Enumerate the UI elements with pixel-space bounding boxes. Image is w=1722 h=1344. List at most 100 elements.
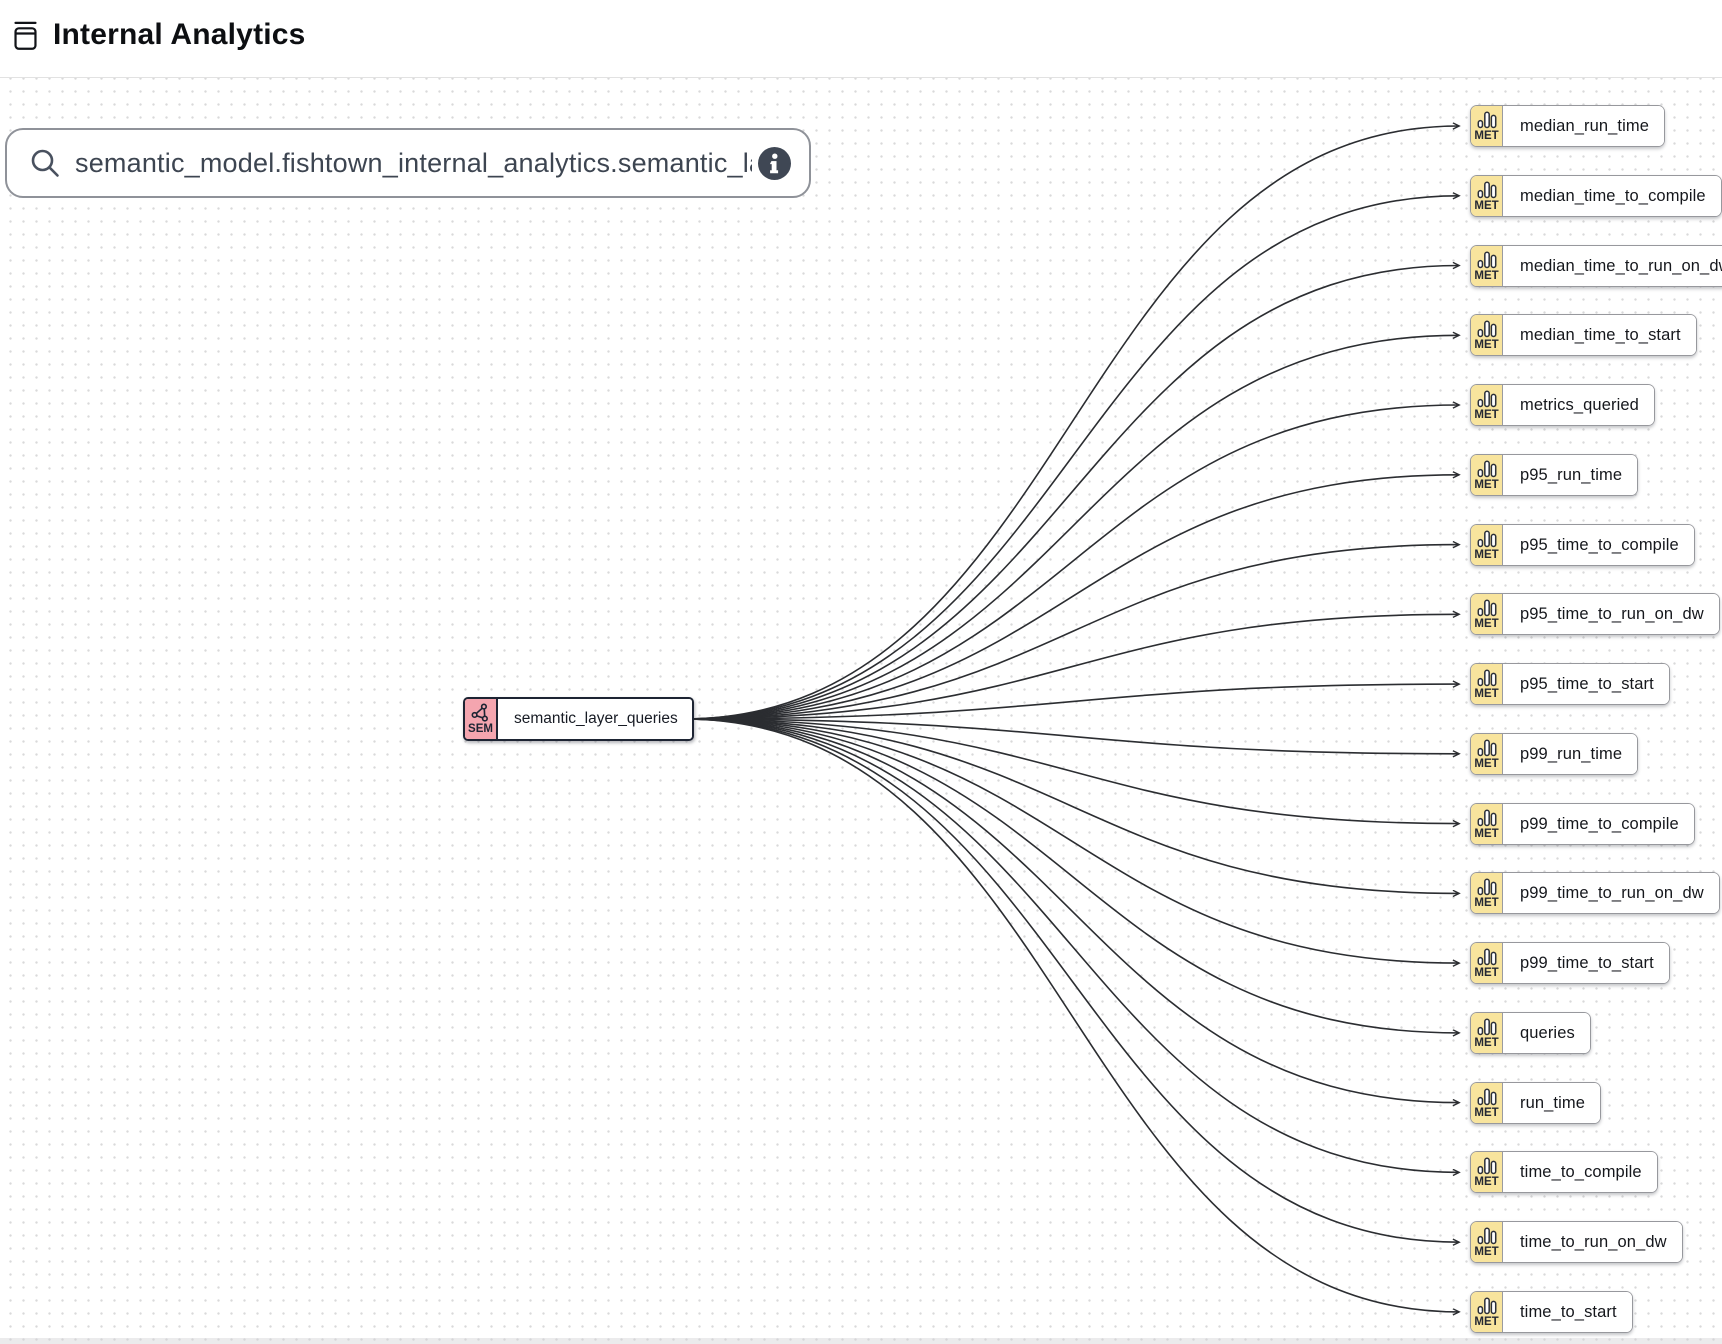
bar-chart-icon xyxy=(1477,947,1496,965)
bar-chart-icon xyxy=(1477,529,1496,547)
metric-node-label: metrics_queried xyxy=(1503,385,1654,425)
met-badge-label: MET xyxy=(1474,1315,1499,1328)
met-badge: MET xyxy=(1471,1292,1503,1332)
metric-node-p99_time_to_run_on_dw[interactable]: MET p99_time_to_run_on_dw xyxy=(1470,872,1720,914)
metric-node-label: p95_time_to_run_on_dw xyxy=(1503,594,1719,634)
metric-node-p95_time_to_start[interactable]: MET p95_time_to_start xyxy=(1470,663,1670,705)
met-badge-label: MET xyxy=(1474,1175,1499,1188)
metric-node-queries[interactable]: MET queries xyxy=(1470,1012,1591,1054)
lineage-edge xyxy=(682,475,1459,720)
metric-node-p99_time_to_compile[interactable]: MET p99_time_to_compile xyxy=(1470,803,1695,845)
metric-node-metrics_queried[interactable]: MET metrics_queried xyxy=(1470,384,1655,426)
bar-chart-icon xyxy=(1477,877,1496,895)
info-icon[interactable] xyxy=(758,146,791,180)
met-badge-label: MET xyxy=(1474,548,1499,561)
bar-chart-icon xyxy=(1477,598,1496,616)
lineage-canvas[interactable]: semantic_model.fishtown_internal_analyti… xyxy=(0,78,1722,1344)
met-badge-label: MET xyxy=(1474,757,1499,770)
lineage-edge xyxy=(682,684,1459,720)
met-badge: MET xyxy=(1471,1152,1503,1192)
semantic-model-icon xyxy=(471,703,488,722)
metric-node-p95_run_time[interactable]: MET p95_run_time xyxy=(1470,454,1639,496)
met-badge: MET xyxy=(1471,455,1503,495)
metric-node-p95_time_to_run_on_dw[interactable]: MET p95_time_to_run_on_dw xyxy=(1470,593,1720,635)
search-bar: semantic_model.fishtown_internal_analyti… xyxy=(5,128,811,198)
search-icon xyxy=(31,149,59,177)
lineage-edge xyxy=(682,196,1459,720)
metric-node-label: run_time xyxy=(1503,1083,1600,1123)
met-badge: MET xyxy=(1471,1222,1503,1262)
metric-node-time_to_compile[interactable]: MET time_to_compile xyxy=(1470,1151,1658,1193)
metric-node-label: time_to_compile xyxy=(1503,1152,1657,1192)
lineage-edge xyxy=(682,266,1459,720)
met-badge-label: MET xyxy=(1474,827,1499,840)
metric-node-label: median_time_to_compile xyxy=(1503,176,1721,216)
metric-node-label: p95_time_to_start xyxy=(1503,664,1669,704)
lineage-edge xyxy=(682,405,1459,720)
met-badge: MET xyxy=(1471,1013,1503,1053)
bar-chart-icon xyxy=(1477,110,1496,128)
page-header: Internal Analytics xyxy=(0,0,1722,78)
semantic-model-node[interactable]: SEM semantic_layer_queries xyxy=(463,697,694,741)
lineage-edge xyxy=(682,614,1459,720)
metric-node-median_time_to_start[interactable]: MET median_time_to_start xyxy=(1470,314,1697,356)
metric-node-run_time[interactable]: MET run_time xyxy=(1470,1082,1601,1124)
bar-chart-icon xyxy=(1477,1156,1496,1174)
met-badge: MET xyxy=(1471,664,1503,704)
met-badge: MET xyxy=(1471,385,1503,425)
sem-badge-label: SEM xyxy=(468,723,493,735)
metric-node-label: p95_run_time xyxy=(1503,455,1638,495)
lineage-edge xyxy=(682,335,1459,720)
bar-chart-icon xyxy=(1477,1226,1496,1244)
lineage-edge xyxy=(682,718,1459,824)
search-input[interactable]: semantic_model.fishtown_internal_analyti… xyxy=(75,147,752,178)
metric-node-label: p99_time_to_compile xyxy=(1503,804,1694,844)
met-badge: MET xyxy=(1471,1083,1503,1123)
lineage-edge xyxy=(682,718,1459,1312)
met-badge: MET xyxy=(1471,804,1503,844)
lineage-edge xyxy=(682,718,1459,754)
metric-node-time_to_run_on_dw[interactable]: MET time_to_run_on_dw xyxy=(1470,1221,1683,1263)
met-badge: MET xyxy=(1471,734,1503,774)
met-badge-label: MET xyxy=(1474,1106,1499,1119)
bar-chart-icon xyxy=(1477,389,1496,407)
bar-chart-icon xyxy=(1477,1296,1496,1314)
met-badge-label: MET xyxy=(1474,129,1499,142)
bar-chart-icon xyxy=(1477,319,1496,337)
bar-chart-icon xyxy=(1477,738,1496,756)
lineage-edge xyxy=(682,718,1459,1033)
met-badge-label: MET xyxy=(1474,896,1499,909)
metric-node-time_to_start[interactable]: MET time_to_start xyxy=(1470,1291,1633,1333)
met-badge-label: MET xyxy=(1474,338,1499,351)
metric-node-p99_time_to_start[interactable]: MET p99_time_to_start xyxy=(1470,942,1670,984)
met-badge-label: MET xyxy=(1474,1245,1499,1258)
page-title: Internal Analytics xyxy=(53,17,306,51)
lineage-edge xyxy=(682,718,1459,893)
bar-chart-icon xyxy=(1477,1017,1496,1035)
metric-node-median_run_time[interactable]: MET median_run_time xyxy=(1470,105,1665,147)
metric-node-p99_run_time[interactable]: MET p99_run_time xyxy=(1470,733,1639,775)
met-badge-label: MET xyxy=(1474,966,1499,979)
met-badge-label: MET xyxy=(1474,478,1499,491)
met-badge-label: MET xyxy=(1474,408,1499,421)
sem-badge: SEM xyxy=(465,699,498,739)
bar-chart-icon xyxy=(1477,250,1496,268)
met-badge: MET xyxy=(1471,246,1503,286)
bar-chart-icon xyxy=(1477,180,1496,198)
metric-node-label: p99_time_to_run_on_dw xyxy=(1503,873,1719,913)
met-badge: MET xyxy=(1471,873,1503,913)
metric-node-label: median_run_time xyxy=(1503,106,1664,146)
lineage-edge xyxy=(682,718,1459,963)
met-badge-label: MET xyxy=(1474,1036,1499,1049)
metric-node-median_time_to_compile[interactable]: MET median_time_to_compile xyxy=(1470,175,1722,217)
metric-node-label: p99_time_to_start xyxy=(1503,943,1669,983)
bar-chart-icon xyxy=(1477,668,1496,686)
met-badge-label: MET xyxy=(1474,199,1499,212)
met-badge-label: MET xyxy=(1474,617,1499,630)
metric-node-p95_time_to_compile[interactable]: MET p95_time_to_compile xyxy=(1470,524,1695,566)
lineage-edge xyxy=(682,126,1459,720)
metric-node-label: time_to_run_on_dw xyxy=(1503,1222,1682,1262)
metric-node-label: p99_run_time xyxy=(1503,734,1638,774)
metric-node-median_time_to_run_on_dw[interactable]: MET median_time_to_run_on_dw xyxy=(1470,245,1722,287)
bar-chart-icon xyxy=(1477,459,1496,477)
